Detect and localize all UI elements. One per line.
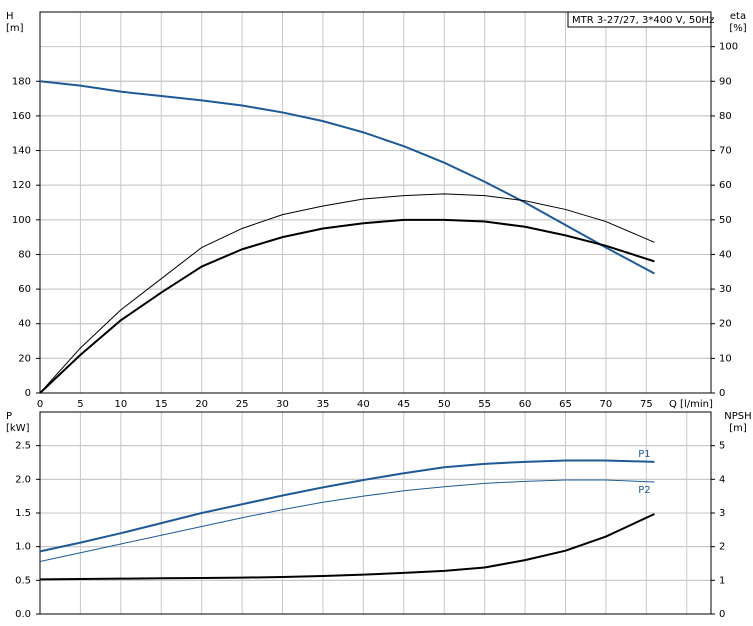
curve	[39, 459, 655, 553]
y-axis-label: [kW]	[6, 423, 30, 434]
y-tick-label: 80	[18, 249, 31, 260]
y2-tick-label: 80	[719, 111, 732, 122]
x-tick-label: 25	[236, 399, 249, 410]
x-tick-label: 5	[77, 399, 83, 410]
y2-tick-label: 0	[719, 609, 725, 620]
y2-tick-label: 30	[719, 284, 732, 295]
y-tick-label: 1.5	[15, 508, 31, 519]
plot-frame	[39, 11, 712, 394]
y-tick-label: 0	[25, 388, 31, 399]
y-tick-label: 120	[12, 180, 31, 191]
x-tick-label: 40	[357, 399, 370, 410]
x-axis-label: Q [l/min]	[669, 399, 713, 410]
y2-tick-label: 90	[719, 76, 732, 87]
y2-tick-label: 4	[719, 474, 725, 485]
y2-tick-label: 3	[719, 508, 725, 519]
x-tick-label: 20	[195, 399, 208, 410]
curve-label: P1	[638, 449, 650, 460]
y2-tick-label: 50	[719, 215, 732, 226]
chart-title: MTR 3-27/27, 3*400 V, 50Hz	[572, 15, 714, 26]
y2-tick-label: 20	[719, 319, 732, 330]
x-tick-label: 10	[114, 399, 127, 410]
y-tick-label: 180	[12, 76, 31, 87]
y-axis-label: P	[6, 411, 12, 422]
y-tick-label: 100	[12, 215, 31, 226]
x-tick-label: 60	[519, 399, 532, 410]
y2-tick-label: 100	[719, 42, 738, 53]
x-tick-label: 35	[317, 399, 330, 410]
y2-tick-label: 2	[719, 542, 725, 553]
x-tick-label: 65	[559, 399, 572, 410]
y2-tick-label: 5	[719, 441, 725, 452]
y2-tick-label: 1	[719, 575, 725, 586]
y-tick-label: 0.0	[15, 609, 31, 620]
x-tick-label: 30	[276, 399, 289, 410]
y-axis-label: [m]	[6, 23, 24, 34]
y-tick-label: 160	[12, 111, 31, 122]
x-tick-label: 55	[478, 399, 491, 410]
y-tick-label: 2.0	[15, 474, 31, 485]
y2-tick-label: 60	[719, 180, 732, 191]
title-box	[567, 11, 712, 28]
y2-axis-label: NPSH	[724, 411, 751, 422]
y2-tick-label: 70	[719, 146, 732, 157]
y2-tick-label: 0	[719, 388, 725, 399]
y-tick-label: 60	[18, 284, 31, 295]
y2-tick-label: 10	[719, 353, 732, 364]
y2-tick-label: 40	[719, 249, 732, 260]
x-tick-label: 15	[155, 399, 168, 410]
y-tick-label: 40	[18, 319, 31, 330]
y2-axis-label: [%]	[729, 23, 746, 34]
x-tick-label: 45	[397, 399, 410, 410]
x-tick-label: 50	[438, 399, 451, 410]
curve	[39, 80, 655, 275]
y2-axis-label: eta	[730, 11, 746, 22]
x-tick-label: 75	[640, 399, 653, 410]
y2-axis-label: [m]	[729, 423, 747, 434]
y-tick-label: 1.0	[15, 542, 31, 553]
curve	[39, 513, 655, 581]
y-tick-label: 140	[12, 146, 31, 157]
curve	[39, 479, 655, 562]
curve	[39, 193, 655, 394]
y-axis-label: H	[6, 11, 14, 22]
y-tick-label: 20	[18, 353, 31, 364]
y-tick-label: 0.5	[15, 575, 31, 586]
curve-label: P2	[638, 485, 650, 496]
x-tick-label: 0	[37, 399, 43, 410]
x-tick-label: 70	[600, 399, 613, 410]
curve	[39, 218, 655, 394]
y-tick-label: 2.5	[15, 441, 31, 452]
plot-frame	[39, 411, 712, 615]
